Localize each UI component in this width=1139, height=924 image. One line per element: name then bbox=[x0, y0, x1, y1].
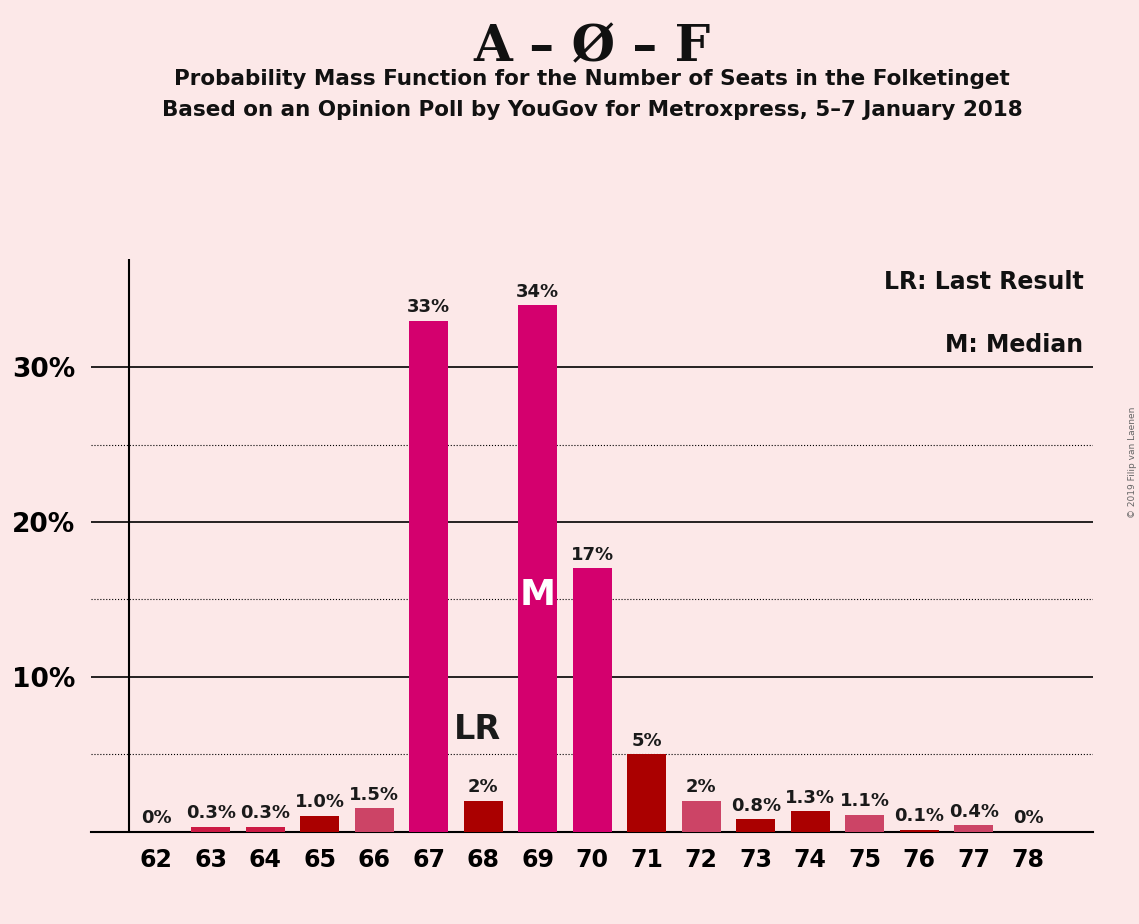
Text: © 2019 Filip van Laenen: © 2019 Filip van Laenen bbox=[1128, 407, 1137, 517]
Text: 0.3%: 0.3% bbox=[240, 804, 290, 822]
Text: 2%: 2% bbox=[686, 778, 716, 796]
Bar bbox=[736, 820, 776, 832]
Text: LR: LR bbox=[454, 713, 501, 747]
Text: 1.5%: 1.5% bbox=[350, 785, 400, 804]
Text: 33%: 33% bbox=[408, 298, 450, 316]
Text: 0.1%: 0.1% bbox=[894, 808, 944, 825]
Text: 0%: 0% bbox=[1013, 808, 1043, 827]
Text: 5%: 5% bbox=[631, 732, 662, 749]
Bar bbox=[518, 305, 557, 832]
Bar bbox=[954, 825, 993, 832]
Text: Probability Mass Function for the Number of Seats in the Folketinget: Probability Mass Function for the Number… bbox=[174, 69, 1010, 90]
Bar bbox=[409, 321, 449, 832]
Text: A – Ø – F: A – Ø – F bbox=[474, 23, 711, 72]
Bar bbox=[628, 754, 666, 832]
Bar bbox=[246, 827, 285, 832]
Text: M: M bbox=[519, 578, 556, 612]
Bar bbox=[900, 830, 939, 832]
Text: M: Median: M: Median bbox=[945, 334, 1083, 358]
Text: 0.3%: 0.3% bbox=[186, 804, 236, 822]
Bar bbox=[464, 800, 503, 832]
Bar bbox=[573, 568, 612, 832]
Text: 17%: 17% bbox=[571, 546, 614, 564]
Text: LR: Last Result: LR: Last Result bbox=[884, 270, 1083, 294]
Text: 0.8%: 0.8% bbox=[731, 796, 781, 815]
Bar bbox=[681, 800, 721, 832]
Text: 0.4%: 0.4% bbox=[949, 803, 999, 821]
Bar bbox=[191, 827, 230, 832]
Bar bbox=[845, 815, 884, 832]
Text: 2%: 2% bbox=[468, 778, 499, 796]
Text: 1.0%: 1.0% bbox=[295, 794, 345, 811]
Bar bbox=[790, 811, 830, 832]
Text: 0%: 0% bbox=[141, 808, 172, 827]
Text: 34%: 34% bbox=[516, 283, 559, 300]
Text: 1.3%: 1.3% bbox=[785, 789, 835, 807]
Bar bbox=[301, 816, 339, 832]
Text: 1.1%: 1.1% bbox=[839, 792, 890, 810]
Text: Based on an Opinion Poll by YouGov for Metroxpress, 5–7 January 2018: Based on an Opinion Poll by YouGov for M… bbox=[162, 100, 1023, 120]
Bar bbox=[354, 808, 394, 832]
